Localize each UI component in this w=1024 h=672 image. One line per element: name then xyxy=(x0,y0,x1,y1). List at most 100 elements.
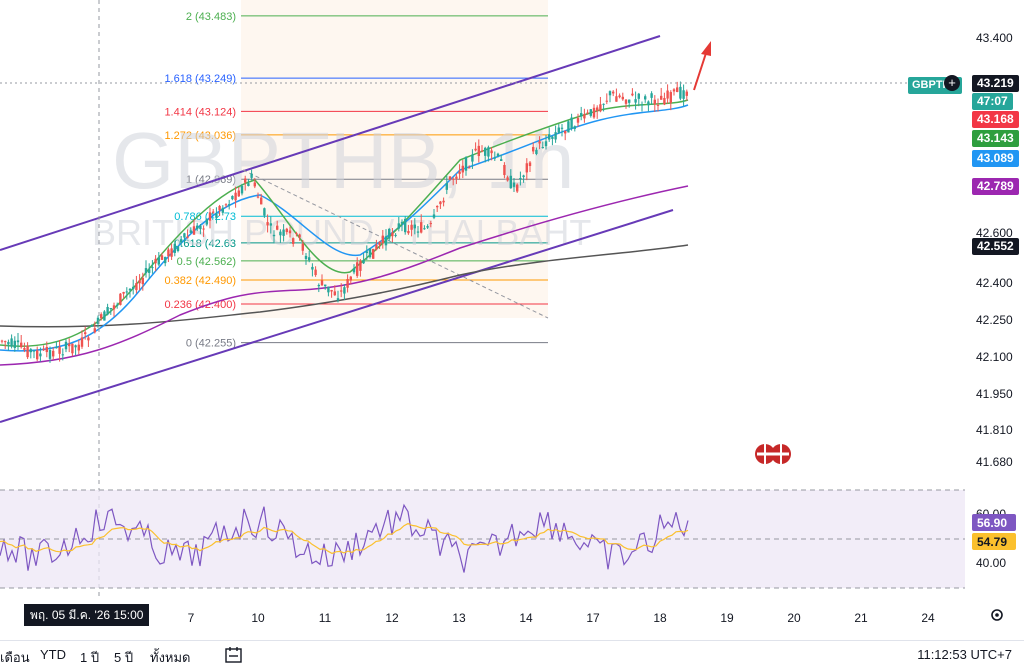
candle-body xyxy=(560,127,564,129)
candle-body xyxy=(138,280,141,284)
candle-body xyxy=(80,337,84,347)
rsi-level-40: 40.00 xyxy=(976,556,1006,570)
add-alert-icon[interactable]: + xyxy=(944,75,960,91)
period-ytd-button[interactable]: YTD xyxy=(40,647,66,662)
candle-body xyxy=(372,248,375,259)
candle-body xyxy=(276,225,279,230)
candle-body xyxy=(432,214,436,218)
candle-body xyxy=(327,286,330,293)
candle-body xyxy=(77,344,80,351)
settings-icon[interactable] xyxy=(990,608,1004,622)
candle-body xyxy=(282,229,285,236)
indicator-price-tag: 43.089 xyxy=(972,150,1019,167)
candle-body xyxy=(474,148,477,151)
candle-body xyxy=(426,226,429,228)
watermark-name: BRITISH POUND / THAI BAHT xyxy=(92,212,591,253)
x-tick-label: 11 xyxy=(319,611,332,625)
watermark-symbol: GBPTHB, 1h xyxy=(112,116,574,205)
candle-body xyxy=(436,205,439,208)
x-tick-label: 21 xyxy=(854,611,868,625)
candle-body xyxy=(452,178,455,180)
calendar-range-icon[interactable] xyxy=(224,645,244,665)
candle-body xyxy=(621,96,624,100)
candle-body xyxy=(128,288,132,291)
candle-body xyxy=(573,126,576,129)
indicator-price-tag: 42.789 xyxy=(972,178,1019,195)
chart-canvas[interactable]: 2 (43.483) 1.618 (43.249) 1.414 (43.124) 1.… xyxy=(0,0,1024,640)
y-tick-label: 43.400 xyxy=(976,31,1013,45)
channel-lower-line[interactable] xyxy=(0,209,674,423)
candle-body xyxy=(554,132,557,140)
price-axis[interactable]: 43.400 42.600 42.400 42.250 42.100 41.950 41.8… xyxy=(976,31,1013,469)
x-tick-label: 7 xyxy=(188,611,195,625)
candle-body xyxy=(308,257,311,261)
candle-body xyxy=(208,212,212,221)
candle-body xyxy=(503,164,506,176)
period-5y-button[interactable]: 5 ปี xyxy=(114,650,134,665)
candle-body xyxy=(496,153,500,157)
x-tick-label: 13 xyxy=(452,611,466,625)
candle-body xyxy=(314,269,317,276)
clock-label[interactable]: 11:12:53 UTC+7 xyxy=(917,647,1012,662)
candle-body xyxy=(576,118,580,123)
candle-body xyxy=(87,337,90,341)
candle-body xyxy=(346,278,349,288)
candle-body xyxy=(125,291,128,293)
candle-body xyxy=(119,293,122,305)
candle-body xyxy=(196,225,199,230)
candle-body xyxy=(413,224,416,229)
indicator-price-tag: 43.143 xyxy=(972,130,1019,147)
candle-body xyxy=(295,232,298,234)
candle-body xyxy=(506,177,509,181)
rsi-value-tag: 56.90 xyxy=(977,516,1007,530)
candle-body xyxy=(253,182,256,187)
candle-body xyxy=(541,147,544,149)
fib-level-label: 0.618 (42.63 xyxy=(174,238,236,250)
period-all-button[interactable]: ทั้งหมด xyxy=(150,650,191,665)
candle-body xyxy=(548,134,551,140)
candle-body xyxy=(384,236,388,246)
ma-200-line xyxy=(0,244,689,328)
candle-body xyxy=(368,248,372,258)
trend-arrow[interactable] xyxy=(693,41,711,91)
fib-level-label: 2 (43.483) xyxy=(186,11,236,23)
fib-level-label: 1.618 (43.249) xyxy=(164,73,236,85)
time-axis[interactable]: 7 10 11 12 13 14 17 18 19 20 21 24 xyxy=(188,611,935,625)
candle-body xyxy=(362,259,365,264)
x-tick-label: 20 xyxy=(787,611,801,625)
candle-body xyxy=(103,311,106,321)
candle-body xyxy=(260,197,263,205)
current-price-tag: 43.219 xyxy=(972,75,1019,92)
candle-body xyxy=(583,114,586,119)
candle-body xyxy=(487,147,490,157)
candle-body xyxy=(666,90,669,99)
fib-level-label: 1.272 (43.036) xyxy=(164,130,236,142)
fib-trend-line[interactable] xyxy=(242,169,549,319)
candle-body xyxy=(519,177,522,180)
candle-body xyxy=(352,268,356,273)
candle-body xyxy=(180,239,183,243)
candle-body xyxy=(397,223,400,229)
candle-body xyxy=(455,176,458,179)
period-1y-button[interactable]: 1 ปี xyxy=(80,650,100,665)
indicator-price-tag: 43.168 xyxy=(972,111,1019,128)
candle-body xyxy=(212,211,215,213)
candle-body xyxy=(74,345,77,348)
candle-body xyxy=(416,231,420,233)
period-month-button[interactable]: เดือน xyxy=(0,650,30,665)
candle-body xyxy=(663,97,666,105)
candle-body xyxy=(148,269,151,273)
candle-body xyxy=(394,234,397,236)
candle-body xyxy=(605,100,608,102)
candle-body xyxy=(58,346,61,354)
fib-level-label: 0.236 (42.400) xyxy=(164,299,236,311)
x-tick-label: 17 xyxy=(586,611,600,625)
fib-level-label: 0.382 (42.490) xyxy=(164,275,236,287)
candle-body xyxy=(167,249,170,257)
uk-flag-event-icon[interactable] xyxy=(755,444,791,464)
candle-body xyxy=(154,258,157,264)
channel-upper-line[interactable] xyxy=(0,35,661,251)
candle-body xyxy=(580,113,583,117)
candle-body xyxy=(301,243,304,251)
candle-body xyxy=(420,222,423,233)
